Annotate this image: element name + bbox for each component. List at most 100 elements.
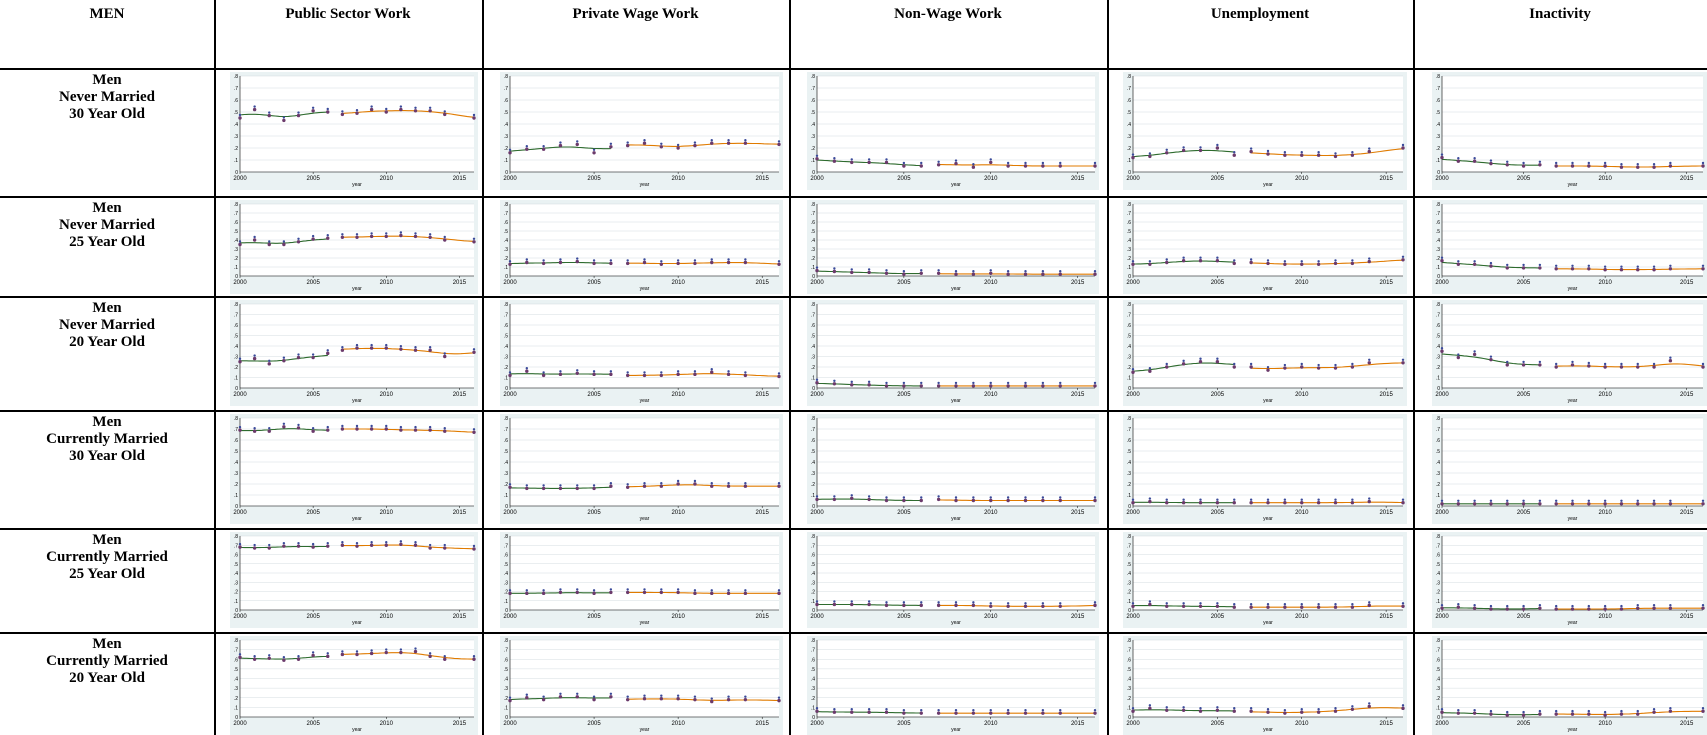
x-tick-label: 2000 — [233, 280, 247, 286]
data-point — [559, 588, 562, 591]
data-point — [609, 588, 613, 591]
x-tick-label: 2000 — [503, 721, 517, 727]
data-point — [676, 482, 680, 486]
chart-panel: .8.7.6.5.4.3.2.1 0 2000 2005 2010 2015 year — [807, 636, 1099, 735]
x-tick-label: 2005 — [1517, 510, 1531, 516]
data-point — [1652, 165, 1656, 169]
data-point — [1603, 268, 1607, 272]
fit-curve-late — [627, 262, 780, 265]
data-point — [1300, 603, 1303, 606]
data-point — [1333, 366, 1338, 370]
data-point — [660, 142, 663, 145]
data-point — [1316, 153, 1321, 157]
data-point — [1317, 498, 1320, 501]
row-label-line: Men — [92, 200, 122, 216]
data-point — [253, 105, 256, 108]
data-point — [1669, 264, 1672, 267]
data-point — [399, 107, 403, 112]
data-point — [1351, 498, 1354, 501]
y-tick-label: .6 — [811, 553, 815, 559]
data-point — [1058, 272, 1062, 276]
data-point — [1505, 502, 1509, 506]
data-point — [1350, 153, 1355, 157]
data-point — [1489, 607, 1493, 611]
data-point — [385, 343, 388, 347]
data-point — [693, 697, 697, 702]
data-point — [1198, 709, 1203, 713]
data-point — [1059, 708, 1062, 712]
data-point — [902, 603, 906, 608]
data-point — [937, 495, 940, 498]
data-point — [954, 711, 958, 715]
data-point — [1165, 501, 1169, 505]
x-tick-label: 2005 — [1517, 721, 1531, 727]
data-point — [1093, 496, 1097, 499]
data-point — [643, 694, 646, 697]
data-point — [1489, 261, 1493, 265]
data-point — [1619, 268, 1624, 272]
y-tick-label: .8 — [811, 302, 815, 308]
data-point — [1181, 259, 1186, 263]
data-point — [558, 143, 563, 148]
data-point — [727, 695, 730, 698]
data-point — [815, 268, 819, 273]
data-point — [743, 484, 748, 488]
column-header: Private Wage Work — [572, 6, 699, 22]
x-tick-label: 2005 — [1211, 510, 1225, 516]
x-tick-label: 2005 — [1517, 392, 1531, 398]
data-point — [1215, 259, 1220, 263]
chart-panel: .8.7.6.5.4.3.2.1 0 2000 2005 2010 2015 year — [1123, 72, 1407, 190]
y-tick-label: 0 — [505, 504, 508, 510]
data-point — [428, 346, 432, 349]
data-point — [642, 373, 647, 378]
data-point — [1059, 161, 1062, 165]
y-tick-label: .1 — [234, 705, 238, 711]
y-tick-label: 0 — [1128, 504, 1131, 510]
x-tick-label: 2005 — [1211, 176, 1225, 182]
x-tick-label: 2005 — [306, 392, 320, 398]
y-tick-label: .7 — [811, 86, 815, 92]
data-point — [1538, 499, 1542, 502]
data-point — [1148, 369, 1152, 373]
data-point — [1023, 604, 1028, 608]
data-point — [525, 258, 529, 261]
data-point — [625, 590, 630, 595]
fit-curve-late — [938, 273, 1095, 275]
data-point — [428, 654, 432, 659]
data-point — [355, 427, 359, 431]
data-point — [1603, 362, 1607, 366]
data-point — [642, 590, 647, 595]
data-point — [777, 374, 781, 379]
row-label: Men Currently Married 30 Year Old — [0, 414, 214, 465]
fit-curve-late — [1251, 605, 1404, 608]
data-point — [609, 372, 613, 377]
data-point — [576, 257, 579, 260]
x-tick-label: 2005 — [587, 721, 601, 727]
data-point — [676, 372, 680, 377]
data-point — [1316, 710, 1321, 714]
data-point — [1093, 708, 1097, 712]
y-tick-label: .1 — [1436, 599, 1440, 605]
y-tick-label: 0 — [1437, 274, 1440, 280]
data-point — [919, 711, 923, 715]
y-tick-label: .3 — [234, 471, 238, 477]
data-point — [885, 158, 888, 161]
data-point — [693, 143, 697, 148]
y-tick-label: 0 — [235, 274, 238, 280]
data-point — [1006, 381, 1010, 385]
y-tick-label: .7 — [1436, 543, 1440, 549]
row-label: Men Currently Married 25 Year Old — [0, 532, 214, 583]
x-tick-label: 2015 — [1071, 176, 1085, 182]
y-tick-label: .8 — [1127, 534, 1131, 540]
x-tick-label: 2000 — [1126, 392, 1140, 398]
data-point — [1587, 161, 1591, 165]
data-point — [1668, 606, 1673, 610]
data-point — [428, 425, 432, 429]
data-point — [1334, 259, 1337, 262]
data-point — [541, 486, 546, 491]
data-point — [850, 710, 854, 714]
data-point — [676, 697, 680, 701]
data-point — [743, 373, 748, 378]
y-tick-label: .4 — [1127, 460, 1131, 466]
